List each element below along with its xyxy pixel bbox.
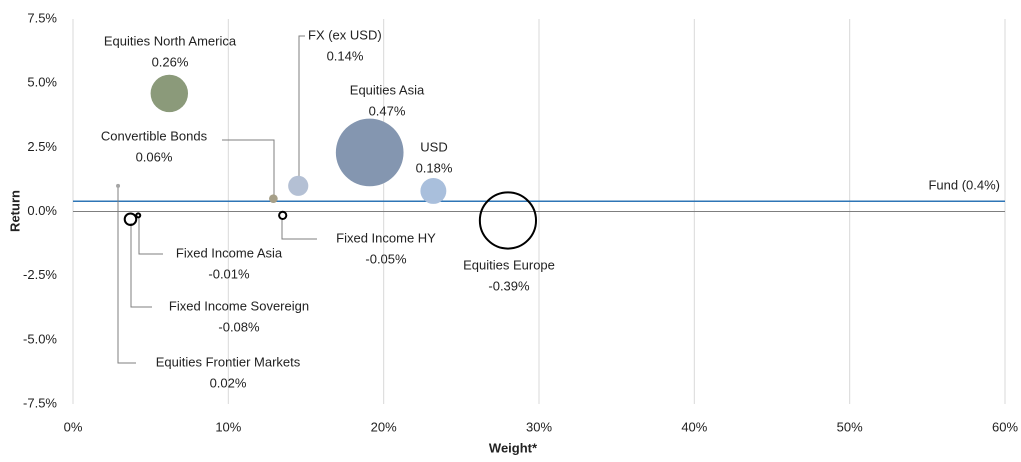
bubble-size-label: 0.14% bbox=[327, 48, 364, 63]
leader-line bbox=[281, 218, 317, 240]
bubble bbox=[123, 212, 138, 226]
leader-line bbox=[117, 185, 136, 364]
fund-label: Fund (0.4%) bbox=[928, 178, 1000, 193]
y-tick-label: 7.5% bbox=[27, 10, 57, 25]
y-tick-label: 5.0% bbox=[27, 75, 57, 90]
bubble bbox=[478, 191, 538, 250]
bubble-name: USD bbox=[420, 139, 447, 154]
bubble-size-label: 0.18% bbox=[416, 160, 453, 175]
leader-line bbox=[298, 35, 305, 178]
bubble-name: Fixed Income Asia bbox=[176, 245, 283, 260]
bubble bbox=[335, 118, 404, 187]
bubble bbox=[278, 210, 288, 220]
bubble bbox=[269, 194, 278, 203]
bubble-name: Equities Frontier Markets bbox=[156, 354, 301, 369]
leader-line bbox=[222, 139, 275, 196]
x-tick-label: 10% bbox=[215, 419, 241, 434]
y-tick-label: -2.5% bbox=[23, 267, 57, 282]
bubble-size-label: 0.02% bbox=[210, 375, 247, 390]
y-tick-label: -5.0% bbox=[23, 331, 57, 346]
bubble-size-label: -0.39% bbox=[488, 278, 530, 293]
bubble-name: Fixed Income Sovereign bbox=[169, 298, 309, 313]
x-tick-label: 50% bbox=[837, 419, 863, 434]
bubble-name: Equities North America bbox=[104, 33, 237, 48]
y-axis-title: Return bbox=[7, 190, 22, 232]
bubble-size-label: 0.26% bbox=[152, 54, 189, 69]
bubble-size-label: -0.01% bbox=[208, 266, 250, 281]
x-tick-label: 0% bbox=[64, 419, 83, 434]
bubble-name: Convertible Bonds bbox=[101, 128, 208, 143]
bubble-size-label: -0.08% bbox=[218, 319, 260, 334]
y-tick-label: 0.0% bbox=[27, 203, 57, 218]
x-axis-title: Weight* bbox=[489, 440, 538, 455]
bubble bbox=[116, 183, 121, 188]
bubble bbox=[288, 175, 309, 196]
x-tick-label: 20% bbox=[371, 419, 397, 434]
x-tick-label: 60% bbox=[992, 419, 1018, 434]
leader-line bbox=[138, 218, 163, 255]
x-tick-label: 30% bbox=[526, 419, 552, 434]
bubble bbox=[135, 212, 142, 219]
bubble-name: Fixed Income HY bbox=[336, 230, 436, 245]
y-tick-label: 2.5% bbox=[27, 139, 57, 154]
bubble bbox=[420, 178, 447, 204]
bubble-size-label: 0.47% bbox=[369, 103, 406, 118]
bubble bbox=[150, 74, 189, 113]
bubble-name: Equities Asia bbox=[350, 82, 425, 97]
y-tick-label: -7.5% bbox=[23, 395, 57, 410]
bubble-size-label: 0.06% bbox=[136, 149, 173, 164]
leader-line bbox=[130, 223, 152, 308]
x-tick-label: 40% bbox=[681, 419, 707, 434]
bubble-name: FX (ex USD) bbox=[308, 27, 382, 42]
bubble-size-label: -0.05% bbox=[365, 251, 407, 266]
bubble-name: Equities Europe bbox=[463, 257, 555, 272]
